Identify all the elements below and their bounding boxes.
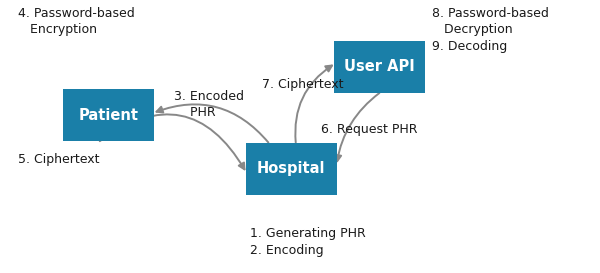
Text: User API: User API [344,60,415,75]
FancyBboxPatch shape [64,89,154,141]
Text: 6. Request PHR: 6. Request PHR [320,123,417,136]
Text: 7. Ciphertext: 7. Ciphertext [262,78,343,91]
Text: 5. Ciphertext: 5. Ciphertext [18,153,99,166]
FancyBboxPatch shape [334,41,425,93]
Text: Hospital: Hospital [257,161,325,176]
Text: Patient: Patient [79,108,139,123]
FancyBboxPatch shape [245,143,337,195]
Text: 3. Encoded
    PHR: 3. Encoded PHR [173,90,244,119]
Text: 8. Password-based
   Decryption
9. Decoding: 8. Password-based Decryption 9. Decoding [432,7,549,53]
Text: 4. Password-based
   Encryption: 4. Password-based Encryption [18,7,134,36]
Text: 1. Generating PHR
2. Encoding: 1. Generating PHR 2. Encoding [250,227,366,257]
